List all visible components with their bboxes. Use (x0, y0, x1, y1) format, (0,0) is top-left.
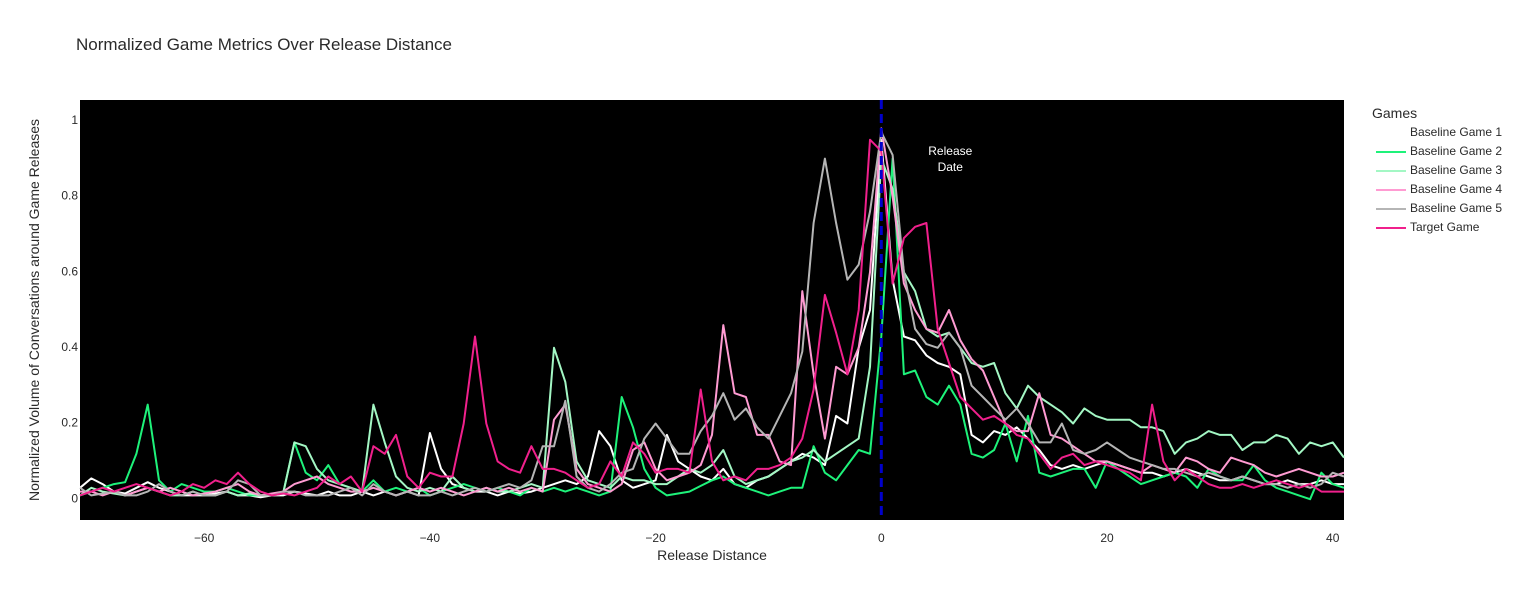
y-tick-label: 0.2 (61, 416, 78, 430)
series-line-4 (80, 127, 1345, 497)
legend-entry-label: Baseline Game 5 (1410, 201, 1502, 215)
y-tick-label: 0.8 (61, 189, 78, 203)
x-tick-label: −20 (645, 531, 666, 545)
legend-entry-label: Baseline Game 1 (1410, 125, 1502, 139)
series-line-5 (79, 131, 1345, 497)
legend-entry-label: Baseline Game 2 (1410, 144, 1502, 158)
series-layer (79, 127, 1345, 501)
plot-area (80, 100, 1344, 520)
series-line-3 (79, 157, 1345, 497)
chart-title: Normalized Game Metrics Over Release Dis… (76, 35, 452, 54)
legend-entry-label: Baseline Game 3 (1410, 163, 1502, 177)
release-date-annotation-line-1: Release (928, 144, 972, 158)
y-tick-label: 0.6 (61, 264, 78, 278)
y-tick-label: 1 (71, 113, 78, 127)
legend-entry-label: Target Game (1410, 220, 1480, 234)
x-tick-label: 0 (878, 531, 885, 545)
x-axis-label: Release Distance (657, 547, 767, 563)
series-line-6 (79, 138, 1344, 497)
x-tick-label: 40 (1326, 531, 1340, 545)
y-axis-ticks: 0 0.2 0.4 0.6 0.8 1 (61, 113, 78, 505)
y-tick-label: 0.4 (61, 340, 78, 354)
legend-title: Games (1372, 105, 1417, 121)
y-tick-label: 0 (71, 491, 78, 505)
x-tick-label: −40 (420, 531, 441, 545)
x-tick-label: 20 (1100, 531, 1114, 545)
legend: Games Baseline Game 1 Baseline Game 2 Base… (1372, 105, 1502, 234)
legend-entry-label: Baseline Game 4 (1410, 182, 1502, 196)
y-axis-label: Normalized Volume of Conversations aroun… (26, 119, 42, 501)
release-date-annotation-line-2: Date (938, 160, 964, 174)
x-axis-ticks: −60 −40 −20 0 20 40 (194, 531, 1340, 545)
x-tick-label: −60 (194, 531, 215, 545)
